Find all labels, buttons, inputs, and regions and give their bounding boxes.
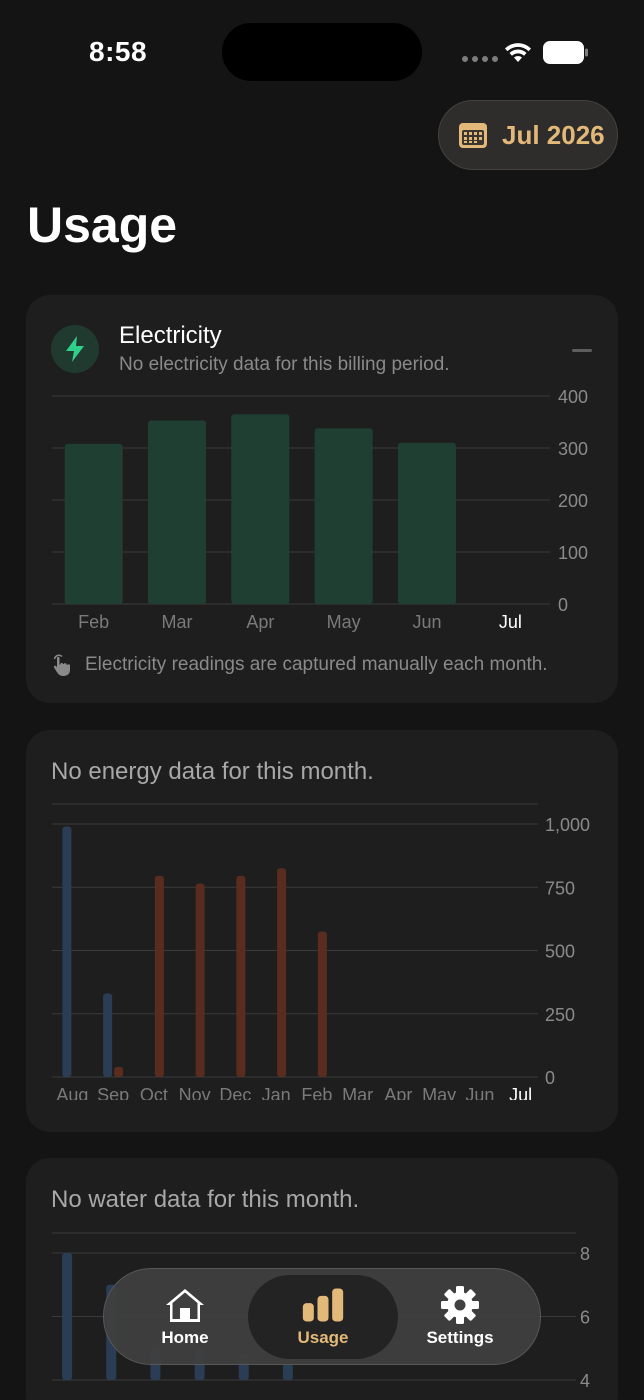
page-title: Usage — [27, 197, 178, 253]
energy-chart: 1,000 750 500 250 0 Aug Sep Oct Nov Dec Jan Feb Mar A… — [52, 803, 590, 1100]
x-tick-label: Mar — [342, 1085, 373, 1100]
y-tick-label: 250 — [545, 1005, 575, 1025]
y-tick-label: 1,000 — [545, 815, 590, 835]
hand-tap-icon — [53, 654, 70, 676]
y-tick-label: 0 — [558, 595, 568, 615]
electricity-title: Electricity — [119, 322, 222, 349]
lightning-bolt-icon — [66, 336, 84, 362]
x-tick-label: Jul — [499, 612, 522, 632]
x-tick-label: Jun — [412, 612, 441, 632]
tab-bar: Home Usage Settings — [103, 1268, 541, 1365]
x-tick-label: Apr — [384, 1085, 412, 1100]
tab-home-label: Home — [161, 1328, 209, 1347]
tab-settings-label: Settings — [426, 1328, 494, 1347]
x-tick-label: Dec — [219, 1085, 251, 1100]
status-bar: 8:58 — [0, 0, 644, 104]
electricity-footnote-text: Electricity readings are captured manual… — [85, 654, 548, 675]
chart-bar — [62, 826, 72, 1077]
y-tick-label: 8 — [580, 1244, 590, 1264]
tab-settings[interactable]: Settings — [410, 1275, 510, 1359]
chart-bar — [231, 414, 290, 604]
water-heading: No water data for this month. — [51, 1186, 360, 1213]
chart-bar — [314, 428, 373, 604]
dynamic-island — [222, 23, 422, 81]
billing-period-picker[interactable]: Jul 2026 — [438, 100, 618, 170]
chart-bar — [114, 1066, 124, 1077]
chart-bar — [195, 883, 205, 1077]
y-tick-label: 4 — [580, 1371, 590, 1391]
billing-period-label: Jul 2026 — [502, 119, 605, 150]
x-tick-label: Aug — [56, 1085, 88, 1100]
battery-icon — [543, 41, 588, 64]
house-icon — [166, 1289, 204, 1322]
y-tick-label: 300 — [558, 439, 588, 459]
chart-bar — [282, 1364, 293, 1380]
tab-home[interactable]: Home — [134, 1275, 236, 1359]
bar-chart-icon — [302, 1288, 344, 1322]
x-tick-label: Nov — [179, 1085, 211, 1100]
energy-card[interactable]: No energy data for this month. 1,000 750 5… — [26, 730, 618, 1132]
y-tick-label: 200 — [558, 491, 588, 511]
chart-bar — [62, 1253, 73, 1380]
y-tick-label: 400 — [558, 387, 588, 407]
chart-bar — [64, 443, 123, 604]
x-tick-label: Feb — [301, 1085, 332, 1100]
chart-bar — [103, 993, 113, 1077]
wifi-icon — [505, 43, 531, 62]
y-tick-label: 100 — [558, 543, 588, 563]
x-tick-label: Mar — [162, 612, 193, 632]
status-time: 8:58 — [89, 36, 148, 67]
y-tick-label: 0 — [545, 1068, 555, 1088]
electricity-card[interactable]: Electricity No electricity data for this… — [26, 295, 618, 703]
electricity-footnote: Electricity readings are captured manual… — [51, 653, 548, 677]
y-tick-label: 750 — [545, 878, 575, 898]
x-tick-label: Feb — [78, 612, 109, 632]
electricity-chart: 400 300 200 100 0 Feb Mar Apr May Jun Jul — [52, 387, 588, 632]
chart-bar — [148, 420, 206, 604]
tab-usage-label: Usage — [297, 1328, 349, 1347]
calendar-icon — [459, 123, 487, 148]
y-tick-label: 6 — [580, 1308, 590, 1328]
x-tick-label: Jun — [465, 1085, 494, 1100]
energy-heading: No energy data for this month. — [51, 758, 374, 785]
chart-bar — [236, 875, 246, 1077]
x-tick-label: Jan — [262, 1085, 291, 1100]
chart-bar — [317, 931, 327, 1077]
chart-bar — [154, 875, 164, 1077]
x-tick-label: May — [327, 612, 361, 632]
gear-icon — [441, 1286, 479, 1324]
chart-bar — [277, 868, 287, 1077]
tab-usage[interactable]: Usage — [248, 1275, 398, 1359]
y-tick-label: 500 — [545, 942, 575, 962]
cellular-signal-icon — [462, 56, 498, 62]
chart-bar — [398, 442, 456, 604]
x-tick-label: Sep — [97, 1085, 129, 1100]
electricity-subtitle: No electricity data for this billing per… — [119, 354, 450, 375]
x-tick-label: Oct — [140, 1085, 168, 1100]
collapse-toggle[interactable] — [572, 349, 592, 352]
electricity-badge — [51, 325, 99, 373]
x-tick-label: Jul — [509, 1085, 532, 1100]
x-tick-label: May — [422, 1085, 456, 1100]
x-tick-label: Apr — [246, 612, 274, 632]
